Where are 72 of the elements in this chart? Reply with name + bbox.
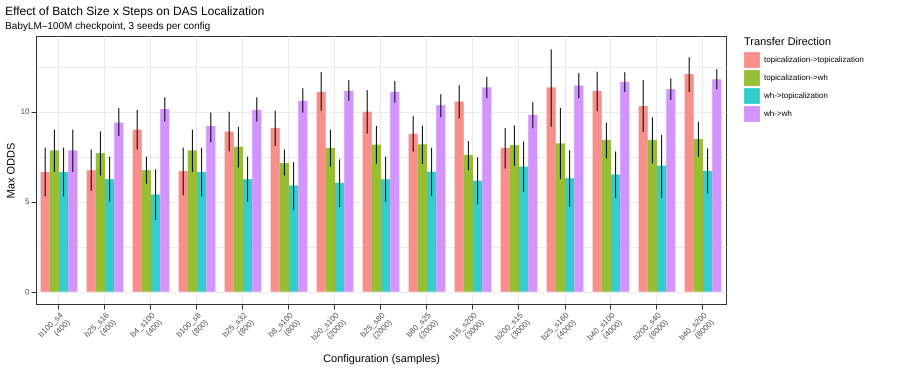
bar (684, 74, 694, 292)
bar (648, 140, 657, 292)
bar (151, 194, 160, 292)
legend-label: wh->wh (763, 109, 792, 118)
bar (546, 87, 556, 292)
bar (703, 170, 712, 292)
bar (316, 92, 326, 292)
legend-title: Transfer Direction (744, 36, 832, 48)
bar (436, 105, 446, 292)
x-axis-title: Configuration (samples) (323, 353, 440, 366)
bar (574, 86, 584, 292)
bar (556, 143, 565, 292)
bar (197, 172, 206, 292)
bar (510, 145, 519, 292)
bar (326, 148, 335, 292)
bar (142, 170, 151, 292)
bar (335, 182, 344, 292)
bar (114, 122, 124, 292)
bar (500, 148, 510, 292)
legend-label: topicalization->topicalization (764, 55, 864, 64)
bar (132, 130, 142, 292)
bar (86, 170, 96, 292)
bar (565, 178, 574, 292)
bar (289, 185, 298, 292)
bar (188, 150, 197, 292)
bar (372, 144, 381, 292)
bar (298, 100, 308, 292)
bar (243, 179, 252, 292)
bar (40, 172, 50, 292)
bar (657, 166, 666, 292)
bar (473, 180, 482, 292)
bar (362, 112, 372, 292)
bar (105, 179, 114, 292)
bar (611, 174, 620, 292)
bar (390, 92, 400, 292)
bar (464, 154, 473, 292)
bar (160, 108, 170, 292)
bar (252, 110, 262, 292)
bar (234, 146, 243, 292)
chart-subtitle: BabyLM–100M checkpoint, 3 seeds per config (5, 21, 210, 32)
bar (50, 150, 59, 292)
bar (381, 179, 390, 292)
bar (96, 153, 105, 292)
bar (602, 140, 611, 292)
bar (178, 171, 188, 292)
bar (224, 131, 234, 292)
bar (344, 90, 354, 292)
bar (427, 172, 436, 292)
bar (712, 79, 722, 292)
bar (528, 114, 538, 292)
legend-label: topicalization->wh (764, 73, 828, 82)
bar (270, 128, 280, 292)
bar (620, 82, 630, 292)
bar (418, 144, 427, 292)
bar (694, 139, 703, 292)
y-tick-label: 5 (25, 197, 30, 206)
bar (592, 90, 602, 292)
chart-title: Effect of Batch Size x Steps on DAS Localization (5, 4, 264, 18)
legend-label: wh->topicalization (763, 91, 828, 100)
bar (408, 134, 418, 292)
y-axis-title: Max ODDS (6, 142, 18, 198)
bar (68, 150, 78, 292)
bar (519, 166, 528, 292)
y-tick-label: 10 (20, 107, 30, 116)
bar (454, 102, 464, 292)
bar (59, 172, 68, 292)
bar (666, 89, 676, 292)
bar (280, 162, 289, 292)
bar (638, 106, 648, 292)
y-tick-label: 0 (25, 287, 30, 296)
bar (482, 87, 492, 292)
bar (206, 126, 216, 292)
